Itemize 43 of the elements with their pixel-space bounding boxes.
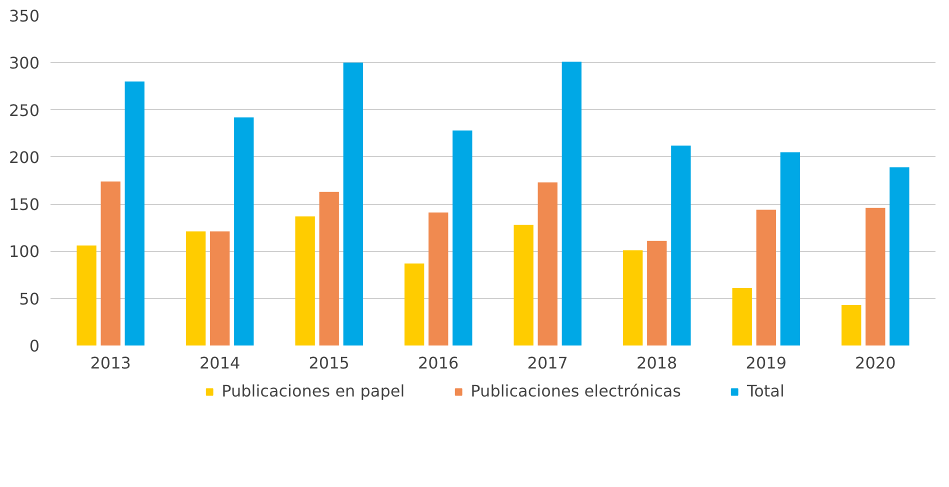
legend-label: Publicaciones en papel <box>222 382 405 400</box>
x-tick-label: 2015 <box>308 354 350 372</box>
bar <box>234 117 254 346</box>
bar <box>756 210 776 346</box>
x-tick-label: 2020 <box>855 354 896 372</box>
x-tick-label: 2016 <box>418 354 459 372</box>
y-tick-label: 50 <box>19 289 40 308</box>
y-tick-label: 100 <box>8 242 40 262</box>
bar <box>186 231 206 346</box>
bar <box>100 181 120 346</box>
bar <box>866 208 886 346</box>
bar <box>124 82 144 346</box>
bar <box>538 182 558 346</box>
bar <box>623 250 643 346</box>
x-tick-label: 2017 <box>527 354 568 372</box>
bar <box>780 152 800 346</box>
y-tick-label: 300 <box>8 54 40 73</box>
bar <box>647 240 667 346</box>
bar <box>671 146 691 346</box>
x-tick-label: 2014 <box>199 354 240 372</box>
bar <box>428 212 448 346</box>
x-tick-label: 2013 <box>90 354 131 372</box>
bar <box>562 62 582 346</box>
y-tick-label: 250 <box>8 100 40 120</box>
bar <box>890 167 910 346</box>
y-tick-label: 150 <box>8 195 40 214</box>
bar <box>452 130 472 346</box>
legend-label: Total <box>747 382 784 400</box>
y-tick-label: 200 <box>8 148 40 167</box>
bar <box>404 263 424 346</box>
bar <box>842 304 862 346</box>
bar <box>319 192 339 346</box>
bar <box>732 288 752 346</box>
x-tick-label: 2018 <box>636 354 678 372</box>
bar <box>76 246 96 346</box>
y-tick-label: 0 <box>29 336 40 356</box>
y-tick-label: 350 <box>8 6 40 26</box>
x-tick-label: 2019 <box>746 354 787 372</box>
bar <box>343 62 363 346</box>
bar <box>210 231 230 346</box>
legend-label: Publicaciones electrónicas <box>470 382 682 400</box>
bar <box>514 224 534 346</box>
bar <box>295 216 315 346</box>
